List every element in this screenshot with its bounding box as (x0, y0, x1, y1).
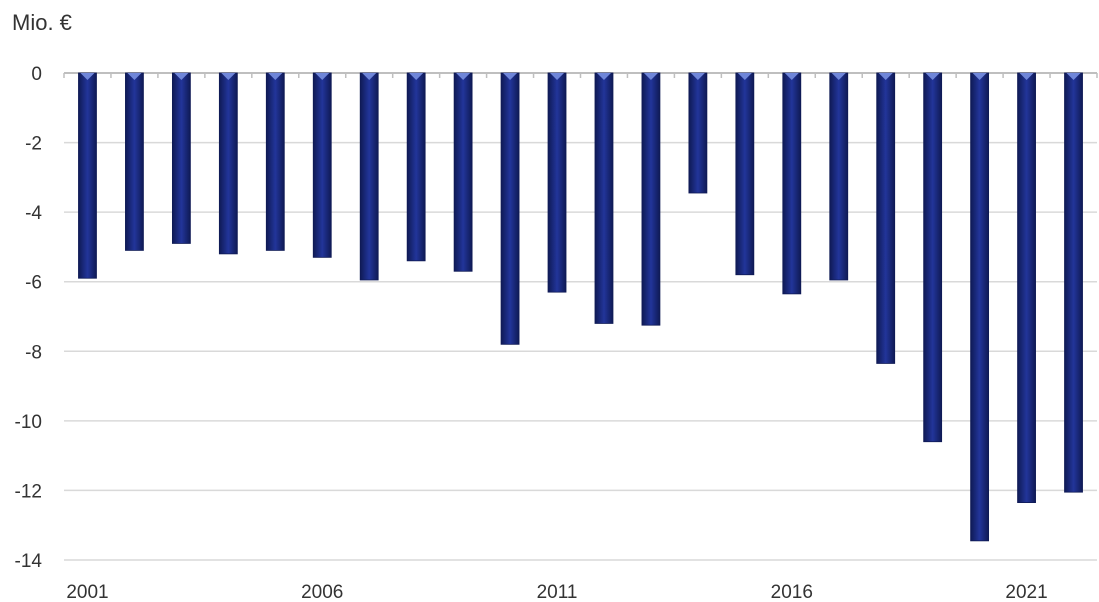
bar-2002 (125, 72, 144, 251)
y-tick-label: -8 (25, 342, 42, 363)
bar-cap-2004 (221, 73, 236, 80)
y-tick-label: -10 (15, 412, 42, 433)
bar-2008 (406, 72, 426, 262)
bar-cap-2012 (596, 73, 611, 80)
bar-2019 (923, 72, 943, 443)
bar-cap-2003 (174, 73, 189, 80)
bar-cap-2017 (831, 73, 846, 80)
bar-cap-2011 (550, 73, 565, 80)
bar-cap-2013 (643, 73, 658, 80)
bar-2007 (359, 72, 379, 281)
bar-2015 (735, 72, 755, 276)
bar-2014 (688, 72, 708, 194)
bar-2006 (312, 72, 332, 258)
bar-2003 (171, 72, 191, 244)
bar-2010 (500, 72, 520, 345)
bar-2017 (829, 72, 849, 281)
bar-cap-2018 (878, 73, 893, 80)
y-tick-label: 0 (31, 64, 42, 85)
bar-cap-2010 (503, 73, 518, 80)
bar-cap-2019 (925, 73, 940, 80)
bar-2022 (1064, 72, 1083, 493)
bar-cap-2002 (127, 73, 142, 80)
bar-cap-2021 (1019, 73, 1034, 80)
bar-cap-2014 (690, 73, 705, 80)
bar-cap-2001 (80, 73, 95, 80)
bar-cap-2022 (1066, 73, 1081, 80)
bar-2021 (1017, 72, 1036, 504)
x-tick-label-2006: 2006 (301, 582, 343, 602)
bar-2016 (782, 72, 802, 295)
bar-2001 (78, 72, 97, 279)
bar-2012 (594, 72, 614, 324)
bar-2009 (453, 72, 473, 272)
x-axis-ticks: 2001 2006 2011 2016 2021 (66, 582, 1047, 602)
bar-cap-2008 (409, 73, 424, 80)
y-tick-label: -2 (25, 134, 42, 155)
x-tick-label-2021: 2021 (1005, 582, 1047, 602)
bar-cap-2007 (362, 73, 377, 80)
bar-cap-2016 (784, 73, 799, 80)
bar-cap-2009 (456, 73, 471, 80)
bar-cap-2020 (972, 73, 987, 80)
y-tick-label: -12 (15, 481, 42, 502)
bar-2013 (641, 72, 661, 326)
bar-2004 (218, 72, 238, 255)
bar-2011 (547, 72, 567, 293)
bar-cap-2015 (737, 73, 752, 80)
y-axis-ticks: 0 -2 -4 -6 -8 -10 -12 -14 (15, 64, 43, 572)
bar-2020 (970, 72, 990, 542)
bar-cap-2005 (268, 73, 283, 80)
y-axis-unit-label: Mio. € (12, 10, 72, 35)
y-tick-label: -14 (15, 551, 43, 572)
y-tick-label: -4 (25, 203, 42, 224)
bar-series (78, 72, 1083, 542)
x-tick-label-2016: 2016 (771, 582, 813, 602)
bar-cap-2006 (315, 73, 330, 80)
y-tick-label: -6 (25, 273, 42, 294)
x-tick-label-2001: 2001 (66, 582, 108, 602)
x-tick-label-2011: 2011 (537, 582, 578, 602)
bar-2018 (876, 72, 896, 364)
bar-2005 (265, 72, 285, 251)
